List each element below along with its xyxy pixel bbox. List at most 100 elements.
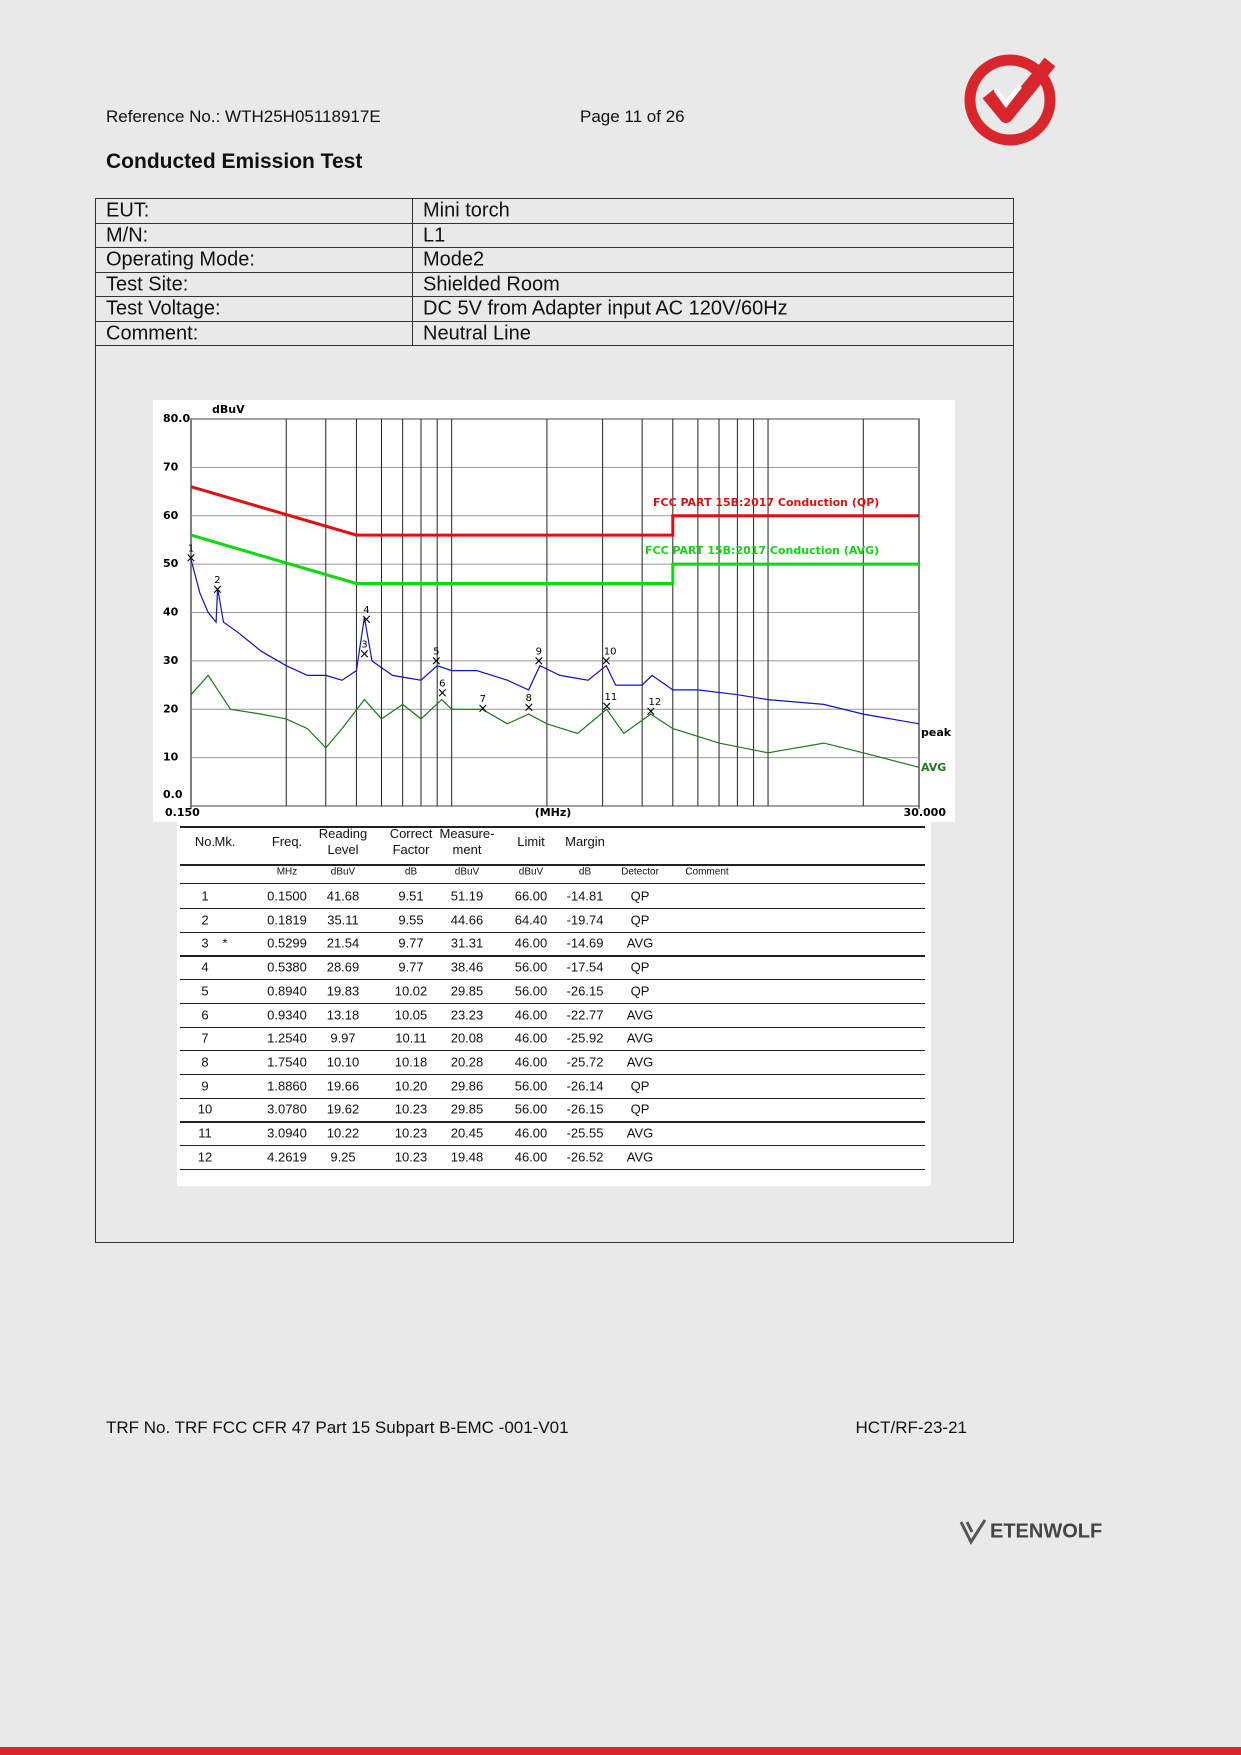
table-rule bbox=[180, 1050, 925, 1052]
table-cell: 64.40 bbox=[514, 912, 548, 928]
table-cell: QP bbox=[630, 959, 650, 975]
table-cell: 46.00 bbox=[514, 1007, 548, 1022]
column-header: Mk. bbox=[214, 834, 236, 849]
table-cell: 0.9340 bbox=[267, 1007, 307, 1022]
y-tick-label: 60 bbox=[163, 509, 179, 522]
x-unit: (MHz) bbox=[535, 806, 572, 819]
table-cell: 0.5380 bbox=[267, 959, 307, 975]
table-cell: -14.81 bbox=[566, 888, 604, 904]
table-cell: 46.00 bbox=[514, 1030, 548, 1046]
table-cell: 10.18 bbox=[394, 1054, 428, 1070]
x-tick-label: 0.150 bbox=[165, 806, 200, 819]
info-value: Neutral Line bbox=[423, 322, 531, 345]
table-cell: 31.31 bbox=[450, 935, 484, 951]
series-label: FCC PART 15B:2017 Conduction (QP) bbox=[653, 496, 879, 509]
table-cell: 4 bbox=[201, 959, 209, 975]
y-tick-label: 20 bbox=[163, 702, 179, 715]
table-cell: 6 bbox=[201, 1007, 209, 1022]
column-header: No. bbox=[194, 834, 216, 849]
table-cell: 21.54 bbox=[326, 935, 360, 951]
marker-label: 7 bbox=[480, 694, 486, 705]
table-cell: 9.77 bbox=[398, 935, 424, 951]
info-value-cell bbox=[412, 247, 1014, 273]
table-rule bbox=[180, 1073, 925, 1076]
table-cell: 51.19 bbox=[450, 888, 484, 904]
table-cell: 20.08 bbox=[450, 1030, 484, 1046]
y-tick-label: 30 bbox=[163, 654, 179, 667]
footer-code: HCT/RF-23-21 bbox=[855, 1418, 967, 1437]
table-cell: AVG bbox=[626, 1149, 654, 1165]
table-cell: 8 bbox=[201, 1054, 209, 1070]
table-cell: 19.66 bbox=[326, 1078, 360, 1094]
y-unit: dBuV bbox=[212, 403, 245, 416]
table-cell: 19.48 bbox=[450, 1149, 484, 1165]
table-cell: 11 bbox=[198, 1125, 212, 1141]
marker: × bbox=[359, 647, 370, 662]
table-cell: 41.68 bbox=[326, 888, 360, 904]
table-cell: 19.83 bbox=[326, 983, 360, 999]
table-cell: 56.00 bbox=[514, 1101, 548, 1117]
marker-label: 6 bbox=[439, 679, 445, 690]
info-label: Test Site: bbox=[106, 273, 189, 296]
reference: Reference No.: WTH25H05118917E bbox=[106, 107, 381, 126]
column-header: Limit bbox=[517, 834, 545, 849]
series-label: peak bbox=[921, 726, 952, 739]
table-cell: 3.0940 bbox=[267, 1125, 307, 1141]
table-cell: 28.69 bbox=[326, 959, 360, 975]
table-cell: -26.15 bbox=[566, 1101, 604, 1117]
table-cell: AVG bbox=[626, 1125, 654, 1141]
marker: × bbox=[361, 612, 372, 627]
chart: 0.0 10 20 30 40 50 60 70 80.0 0.150 30.000 dBuV (MHz… bbox=[153, 400, 955, 822]
table-cell: -17.54 bbox=[566, 959, 604, 975]
table-cell: 0.1500 bbox=[267, 888, 307, 904]
table-cell: QP bbox=[630, 1101, 650, 1117]
table-cell: 7 bbox=[201, 1030, 209, 1046]
y-tick-label: 10 bbox=[163, 751, 179, 764]
info-value: L1 bbox=[423, 224, 446, 247]
marker-label: 8 bbox=[526, 693, 532, 704]
info-value-cell bbox=[412, 320, 1014, 346]
table-rule bbox=[180, 931, 925, 933]
marker-label: 11 bbox=[604, 692, 617, 703]
table-cell: -26.14 bbox=[566, 1078, 604, 1094]
table-cell: 46.00 bbox=[514, 1125, 548, 1141]
column-header: Reading Level bbox=[318, 826, 368, 857]
info-label: Comment: bbox=[106, 322, 199, 345]
table-cell: 29.85 bbox=[450, 983, 484, 999]
brand-icon bbox=[959, 1519, 987, 1546]
info-label: Test Voltage: bbox=[106, 297, 221, 320]
table-cell: 23.23 bbox=[450, 1007, 484, 1022]
marker: × bbox=[533, 654, 544, 669]
marker: × bbox=[186, 551, 197, 566]
table-cell: AVG bbox=[626, 1054, 654, 1070]
table-rule bbox=[180, 864, 925, 866]
marker: × bbox=[477, 701, 488, 716]
table-cell: 9.55 bbox=[398, 912, 424, 928]
brand: ETENWOLF bbox=[990, 1520, 1103, 1543]
table-cell: -25.72 bbox=[566, 1054, 604, 1070]
table-cell: 66.00 bbox=[514, 888, 548, 904]
table-cell: QP bbox=[630, 912, 650, 928]
info-label: Operating Mode: bbox=[106, 248, 255, 271]
y-tick-label: 80.0 bbox=[163, 412, 190, 425]
table-rule bbox=[180, 883, 925, 884]
series-label: FCC PART 15B:2017 Conduction (AVG) bbox=[645, 544, 879, 557]
x-tick-label: 30.000 bbox=[904, 806, 947, 819]
table-cell: 29.86 bbox=[450, 1078, 484, 1094]
y-tick-label: 40 bbox=[163, 606, 179, 619]
table-cell: 56.00 bbox=[514, 983, 548, 999]
y-tick-label: 0.0 bbox=[163, 788, 183, 801]
table-cell: 9.77 bbox=[398, 959, 424, 975]
table-cell: -22.77 bbox=[566, 1007, 604, 1022]
table-rule bbox=[180, 1097, 925, 1099]
table-cell: 1.7540 bbox=[267, 1054, 307, 1070]
series-line bbox=[190, 559, 920, 725]
table-cell: 0.8940 bbox=[267, 983, 307, 999]
series-line bbox=[190, 674, 920, 768]
table-rule bbox=[180, 979, 925, 981]
table-cell: 35.11 bbox=[327, 912, 359, 928]
table-cell: QP bbox=[630, 1078, 650, 1094]
table-cell: 0.1819 bbox=[267, 912, 307, 928]
table-cell: 46.00 bbox=[514, 1054, 548, 1070]
table-cell: 20.28 bbox=[450, 1054, 484, 1070]
